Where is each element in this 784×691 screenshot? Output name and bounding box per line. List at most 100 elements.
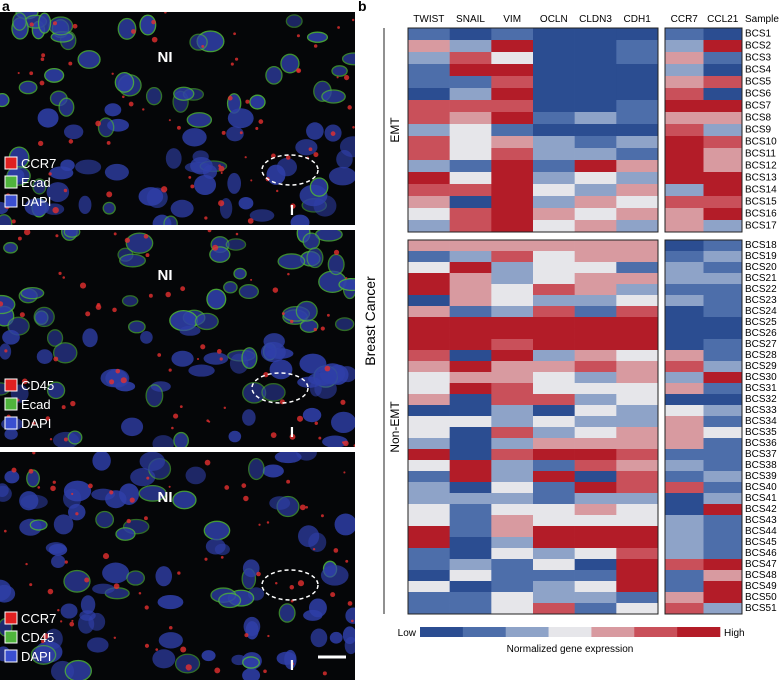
colorbar-low: Low — [398, 628, 417, 639]
heatmap-cell — [703, 482, 743, 494]
signal-dot — [204, 459, 211, 466]
row-label: BCS37 — [745, 449, 777, 460]
column-label: CLDN3 — [579, 14, 612, 25]
heatmap-cell — [533, 482, 575, 494]
nucleus — [171, 350, 194, 367]
nucleus — [243, 616, 261, 636]
heatmap-cell — [449, 100, 492, 113]
heatmap-cell — [616, 394, 659, 406]
nucleus — [78, 195, 92, 215]
region-label: I — [290, 424, 294, 441]
signal-dot — [333, 548, 339, 553]
channel-label: CCR7 — [21, 611, 56, 626]
heatmap-cell — [574, 372, 617, 384]
heatmap-cell — [574, 592, 617, 604]
signal-dot — [49, 437, 53, 441]
heatmap-cell — [574, 251, 617, 263]
heatmap-cell — [616, 482, 659, 494]
heatmap-cell — [665, 383, 704, 395]
signal-dot — [55, 234, 59, 238]
row-label: BCS43 — [745, 515, 777, 526]
heatmap-cell — [491, 570, 534, 582]
nucleus — [299, 353, 327, 374]
heatmap-cell — [574, 273, 617, 285]
signal-dot — [286, 479, 291, 484]
signal-dot — [337, 26, 340, 29]
heatmap-cell — [533, 76, 575, 89]
heatmap-cell — [449, 148, 492, 161]
heatmap-cell — [616, 603, 659, 615]
signal-dot — [128, 101, 134, 107]
signal-dot — [347, 105, 352, 110]
heatmap-cell — [616, 548, 659, 560]
signal-dot — [223, 406, 227, 410]
row-label: BCS31 — [745, 383, 777, 394]
nucleus — [18, 80, 38, 95]
signal-dot — [151, 19, 156, 25]
row-label: BCS38 — [745, 460, 777, 471]
heatmap-cell — [408, 112, 450, 125]
row-label: BCS46 — [745, 548, 777, 559]
signal-dot — [17, 236, 22, 241]
heatmap-cell — [665, 548, 704, 560]
heatmap-cell — [491, 208, 534, 221]
heatmap-cell — [491, 350, 534, 362]
row-label: BCS47 — [745, 559, 777, 570]
signal-dot — [255, 126, 259, 130]
heatmap-cell — [665, 559, 704, 571]
heatmap-cell — [616, 52, 659, 65]
nucleus — [302, 232, 321, 250]
nucleus — [46, 329, 64, 347]
signal-dot — [180, 286, 186, 292]
heatmap-cell — [408, 361, 450, 373]
heatmap-cell — [703, 273, 743, 285]
heatmap-cell — [703, 100, 743, 113]
signal-dot — [41, 53, 46, 58]
nucleus — [37, 108, 59, 128]
signal-dot — [345, 559, 349, 563]
heatmap-cell — [703, 240, 743, 252]
heatmap-cell — [449, 361, 492, 373]
heatmap-cell — [533, 208, 575, 221]
signal-dot — [37, 486, 41, 489]
heatmap-cell — [665, 306, 704, 318]
nucleus — [165, 148, 182, 169]
row-label: BCS28 — [745, 350, 777, 361]
nucleus — [4, 428, 18, 440]
nucleus — [152, 435, 174, 447]
heatmap-cell — [533, 28, 575, 41]
nucleus — [63, 569, 91, 593]
heatmap-cell — [703, 405, 743, 417]
signal-dot — [218, 165, 225, 172]
signal-dot — [120, 377, 127, 384]
nucleus — [203, 520, 231, 541]
heatmap-cell — [408, 438, 450, 450]
nucleus — [182, 128, 207, 147]
signal-dot — [221, 130, 226, 135]
heatmap-cell — [408, 482, 450, 494]
nucleus — [121, 295, 139, 307]
region-label: NI — [158, 489, 173, 506]
nucleus — [125, 232, 154, 254]
nucleus — [223, 281, 238, 294]
signal-dot — [42, 633, 49, 640]
heatmap-cell — [408, 581, 450, 593]
heatmap-cell — [449, 504, 492, 516]
heatmap-cell — [574, 526, 617, 538]
heatmap-cell — [616, 112, 659, 125]
nucleus — [188, 364, 215, 377]
nucleus — [91, 488, 115, 501]
signal-dot — [201, 44, 205, 48]
signal-dot — [157, 353, 162, 357]
heatmap-cell — [533, 160, 575, 173]
nucleus — [52, 342, 78, 364]
nucleus — [274, 452, 302, 464]
signal-dot — [144, 643, 150, 648]
heatmap-cell — [616, 273, 659, 285]
signal-dot — [322, 671, 327, 676]
colorbar-step — [677, 627, 721, 637]
signal-dot — [168, 368, 172, 372]
nucleus — [48, 16, 74, 36]
nucleus — [263, 333, 285, 350]
